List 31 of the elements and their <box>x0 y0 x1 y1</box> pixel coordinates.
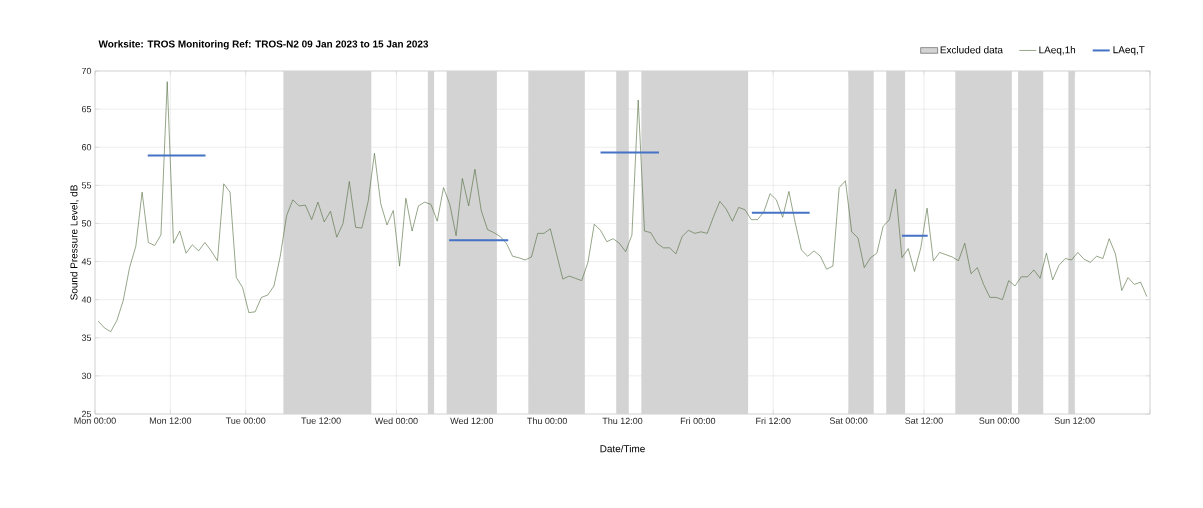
x-tick-label: Fri 00:00 <box>680 417 716 425</box>
legend-label: Excluded data <box>940 46 1003 54</box>
legend-label: LAeq,T <box>1113 46 1145 56</box>
y-tick-label: 25 <box>81 410 92 418</box>
y-tick-label: 35 <box>81 334 92 341</box>
x-axis-title: Date/Time <box>600 444 645 453</box>
x-tick-label: Fri 12:00 <box>756 417 791 425</box>
y-tick-label: 50 <box>81 220 92 227</box>
y-tick-label: 30 <box>81 372 92 380</box>
y-tick-label: 65 <box>81 105 92 113</box>
y-tick-label: 70 <box>81 67 92 75</box>
y-tick-label: 55 <box>81 182 92 189</box>
y-tick-label: 60 <box>81 144 92 151</box>
x-tick-label: Sun 00:00 <box>979 417 1020 424</box>
x-tick-label: Mon 12:00 <box>149 417 192 424</box>
x-tick-label: Tue 00:00 <box>225 417 266 424</box>
x-tick-label: Wed 00:00 <box>374 417 418 425</box>
line-series <box>97 81 1148 332</box>
chart-title: Worksite: TROS Monitoring Ref: TROS-N2 09 Jan 2023 to 15 Jan 2023 <box>98 40 429 50</box>
x-tick-label: Sat 00:00 <box>829 417 868 424</box>
x-tick-label: Mon 00:00 <box>74 417 116 424</box>
x-tick-label: Sun 12:00 <box>1054 417 1095 424</box>
y-tick-label: 40 <box>81 296 92 303</box>
x-tick-label: Thu 00:00 <box>527 417 567 425</box>
y-tick-label: 45 <box>81 258 92 265</box>
y-axis-title: Sound Pressure Level, dB <box>70 185 79 300</box>
legend-label: LAeq,1h <box>1039 46 1076 56</box>
x-tick-label: Wed 12:00 <box>450 417 494 425</box>
x-tick-label: Sat 12:00 <box>905 417 943 424</box>
x-tick-label: Tue 12:00 <box>301 417 341 424</box>
x-tick-label: Thu 12:00 <box>602 417 643 425</box>
